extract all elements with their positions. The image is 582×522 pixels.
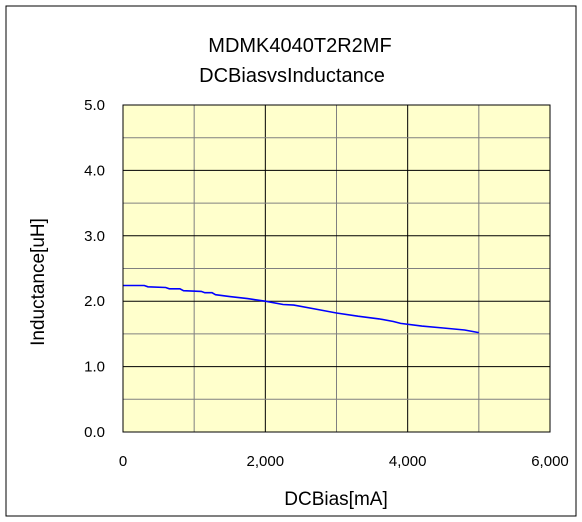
y-tick-label: 1.0: [84, 359, 105, 376]
x-tick-label: 6,000: [531, 453, 569, 470]
y-tick-label: 5.0: [84, 97, 105, 114]
chart-title: MDMK4040T2R2MF: [208, 35, 391, 57]
x-tick-label: 0: [119, 453, 127, 470]
x-axis-title: DCBias[mA]: [284, 489, 387, 510]
grid-lines: [123, 105, 550, 432]
plot-border: [122, 104, 551, 433]
y-tick-label: 3.0: [84, 228, 105, 245]
x-tick-label: 4,000: [389, 453, 427, 470]
chart-subtitle: DCBiasvsInductance: [199, 65, 385, 87]
y-tick-label: 2.0: [84, 293, 105, 310]
x-tick-label: 2,000: [247, 453, 285, 470]
series-line: [123, 284, 479, 334]
tick-labels: 0 2,000 4,000 6,000 0.0 1.0 2.0 3.0 4.0 5.0: [84, 97, 569, 470]
y-tick-label: 4.0: [84, 162, 105, 179]
y-axis-title: Inductance[uH]: [28, 218, 49, 346]
series-layer: [123, 284, 479, 334]
y-tick-label: 0.0: [84, 424, 105, 441]
